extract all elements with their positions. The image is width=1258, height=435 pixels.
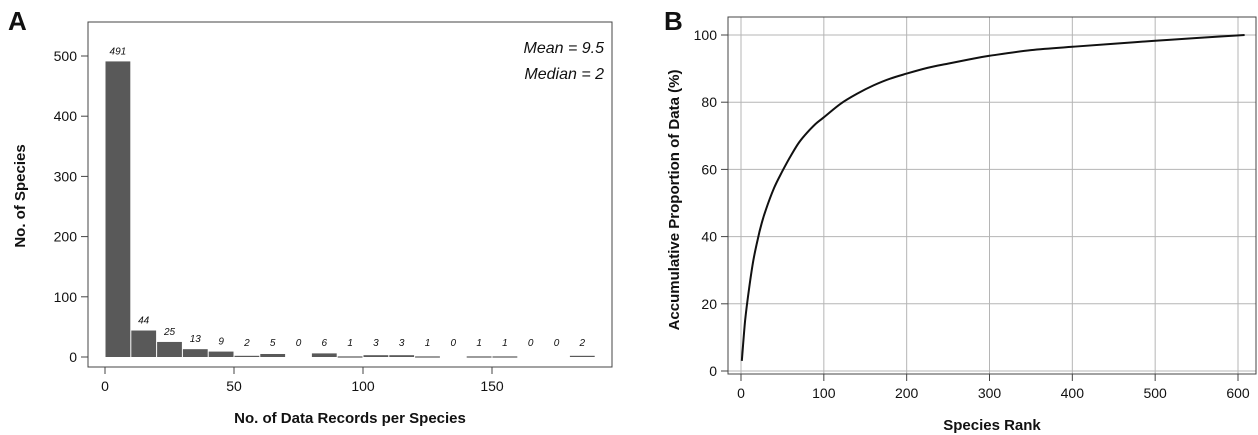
panel-a-bars <box>105 61 595 358</box>
y-tick-label: 0 <box>69 349 77 365</box>
y-tick-label: 400 <box>54 108 78 124</box>
histogram-bar <box>234 355 260 357</box>
panel-a-y-axis: 0 100 200 300 400 500 <box>54 48 88 365</box>
bar-value-label: 491 <box>110 46 127 57</box>
histogram-bar <box>337 356 363 358</box>
x-tick-label: 100 <box>351 378 375 394</box>
bar-value-label: 3 <box>373 338 379 349</box>
panel-b-x-axis-label: Species Rank <box>943 417 1041 434</box>
median-annotation: Median = 2 <box>524 66 604 83</box>
x-tick-label: 50 <box>226 378 242 394</box>
y-tick-label: 200 <box>54 229 78 245</box>
bar-value-label: 1 <box>502 338 508 349</box>
bar-value-label: 2 <box>579 338 586 349</box>
histogram-bar <box>415 356 440 358</box>
histogram-bar <box>311 353 337 357</box>
cumulative-line <box>740 34 1245 361</box>
x-tick-label: 200 <box>895 385 919 401</box>
bar-value-label: 9 <box>218 337 224 348</box>
panel-b-x-axis: 0 100 200 300 400 500 600 <box>737 374 1250 401</box>
bar-value-label: 0 <box>528 338 534 349</box>
bar-value-label: 3 <box>399 338 405 349</box>
y-tick-label: 100 <box>694 27 718 43</box>
bar-value-label: 5 <box>270 338 276 349</box>
histogram-bar <box>492 356 518 358</box>
y-tick-label: 0 <box>709 363 717 379</box>
mean-annotation: Mean = 9.5 <box>524 40 605 57</box>
panel-a-y-axis-label: No. of Species <box>12 144 29 247</box>
histogram-bar <box>208 351 234 357</box>
bar-value-label: 1 <box>347 338 353 349</box>
bar-value-label: 0 <box>451 338 457 349</box>
y-tick-label: 100 <box>54 289 78 305</box>
y-tick-label: 80 <box>701 94 717 110</box>
panel-b-y-axis: 0 20 40 60 80 100 <box>694 27 728 379</box>
histogram-bar <box>131 330 157 357</box>
histogram-bar <box>569 355 595 357</box>
panel-a-plot-border <box>87 21 613 368</box>
bar-value-label: 0 <box>296 338 302 349</box>
x-tick-label: 300 <box>978 385 1002 401</box>
x-tick-label: 100 <box>812 385 836 401</box>
panel-a-x-axis: 0 50 100 150 <box>101 367 504 394</box>
x-tick-label: 400 <box>1061 385 1085 401</box>
panel-a-letter: A <box>8 6 27 36</box>
panel-b: B 0 20 40 60 80 100 0 100 200 300 400 500 600 Speci… <box>664 6 1257 434</box>
bar-value-label: 0 <box>554 338 560 349</box>
bar-value-label: 6 <box>322 338 328 349</box>
bar-value-label: 44 <box>138 316 150 327</box>
panel-b-plot-border <box>727 16 1257 375</box>
bar-value-label: 25 <box>163 327 176 338</box>
histogram-bar <box>389 355 415 357</box>
bar-value-label: 2 <box>243 338 250 349</box>
histogram-bar <box>157 341 182 357</box>
bar-value-label: 1 <box>425 338 431 349</box>
histogram-bar <box>105 61 131 357</box>
panel-a-x-axis-label: No. of Data Records per Species <box>234 410 466 427</box>
x-tick-label: 150 <box>480 378 504 394</box>
x-tick-label: 0 <box>737 385 745 401</box>
y-tick-label: 20 <box>701 296 717 312</box>
y-tick-label: 40 <box>701 229 717 245</box>
histogram-bar <box>260 353 286 357</box>
x-tick-label: 600 <box>1226 385 1250 401</box>
x-tick-label: 500 <box>1143 385 1167 401</box>
histogram-bar <box>363 355 389 357</box>
bar-value-label: 1 <box>476 338 482 349</box>
panel-b-letter: B <box>664 6 683 36</box>
panel-b-y-axis-label: Accumulative Proportion of Data (%) <box>666 70 683 331</box>
bar-value-label: 13 <box>190 334 202 345</box>
histogram-bar <box>466 356 492 358</box>
histogram-bar <box>182 349 208 357</box>
y-tick-label: 300 <box>54 168 78 184</box>
panel-b-grid <box>728 17 1256 374</box>
y-tick-label: 60 <box>701 161 717 177</box>
y-tick-label: 500 <box>54 48 78 64</box>
x-tick-label: 0 <box>101 378 109 394</box>
